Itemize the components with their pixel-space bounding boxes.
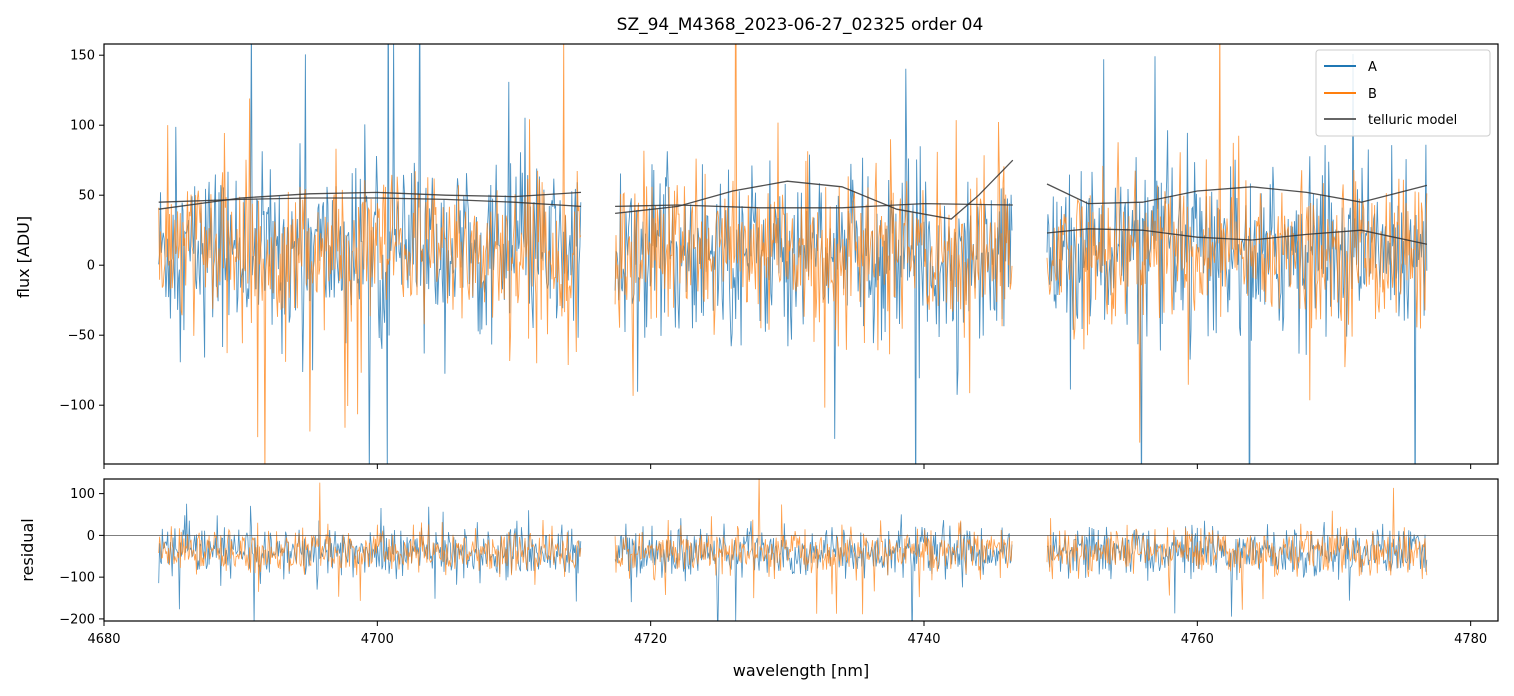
series-b-segment-2	[614, 44, 1013, 408]
residual-plot-area	[104, 479, 1498, 621]
residual-axes-frame	[103, 478, 1499, 622]
residual-b-segment-2	[614, 479, 1013, 615]
residual-x-ticks: 4680 4700 4720 4740 4760 4780	[87, 621, 1487, 647]
series-a-segment-3	[1046, 53, 1428, 464]
telluric-model-curve-1	[158, 191, 582, 210]
residual-b-segment-3	[1046, 487, 1428, 610]
residual-y-axis-label: residual	[18, 518, 37, 581]
x-tick-label: 4740	[907, 632, 940, 647]
x-tick-label: 4780	[1454, 632, 1487, 647]
legend: A B telluric model	[1315, 49, 1491, 137]
flux-y-tick-label: −100	[59, 399, 95, 414]
chart-title: SZ_94_M4368_2023-06-27_02325 order 04	[617, 15, 984, 35]
telluric-model-curve-3	[615, 159, 1014, 220]
residual-panel: −200 −100 0 100 4680 4700 4720 4740 4760 4780 re…	[18, 478, 1499, 680]
residual-y-tick-label: 0	[87, 529, 95, 544]
flux-plot-area	[158, 44, 1428, 464]
flux-y-tick-label: 100	[70, 119, 95, 134]
x-tick-label: 4720	[634, 632, 667, 647]
flux-panel: −100 −50 0 50 100 150 flux [ADU] A B telluric…	[14, 43, 1499, 469]
residual-a-segment-2	[614, 514, 1013, 621]
flux-y-tick-label: 0	[87, 259, 95, 274]
x-tick-label: 4760	[1181, 632, 1214, 647]
x-tick-label: 4700	[361, 632, 394, 647]
flux-y-ticks: −100 −50 0 50 100 150	[59, 49, 104, 414]
flux-y-tick-label: 150	[70, 49, 95, 64]
residual-y-tick-label: −200	[59, 612, 95, 627]
telluric-model-curve-4	[615, 202, 1013, 209]
residual-y-ticks: −200 −100 0 100	[59, 487, 104, 627]
series-b-segment-3	[1046, 44, 1428, 443]
flux-x-ticks	[103, 464, 1472, 469]
legend-label-a: A	[1368, 60, 1377, 75]
telluric-model-curve-2	[158, 197, 582, 208]
telluric-model-curve-5	[1046, 183, 1428, 205]
x-tick-label: 4680	[87, 632, 120, 647]
legend-label-b: B	[1368, 87, 1377, 102]
legend-label-telluric: telluric model	[1368, 113, 1457, 128]
legend-box	[1315, 49, 1491, 137]
series-b-segment-1	[158, 44, 582, 464]
residual-y-tick-label: −100	[59, 571, 95, 586]
residual-b-segment-1	[158, 482, 582, 601]
flux-y-tick-label: −50	[68, 329, 95, 344]
series-a-segment-1	[158, 44, 582, 464]
flux-axes-frame	[103, 43, 1499, 465]
flux-y-tick-label: 50	[78, 189, 95, 204]
flux-y-axis-label: flux [ADU]	[14, 216, 33, 298]
telluric-model-curve-6	[1046, 228, 1428, 245]
residual-y-tick-label: 100	[70, 487, 95, 502]
x-axis-label: wavelength [nm]	[733, 661, 870, 680]
